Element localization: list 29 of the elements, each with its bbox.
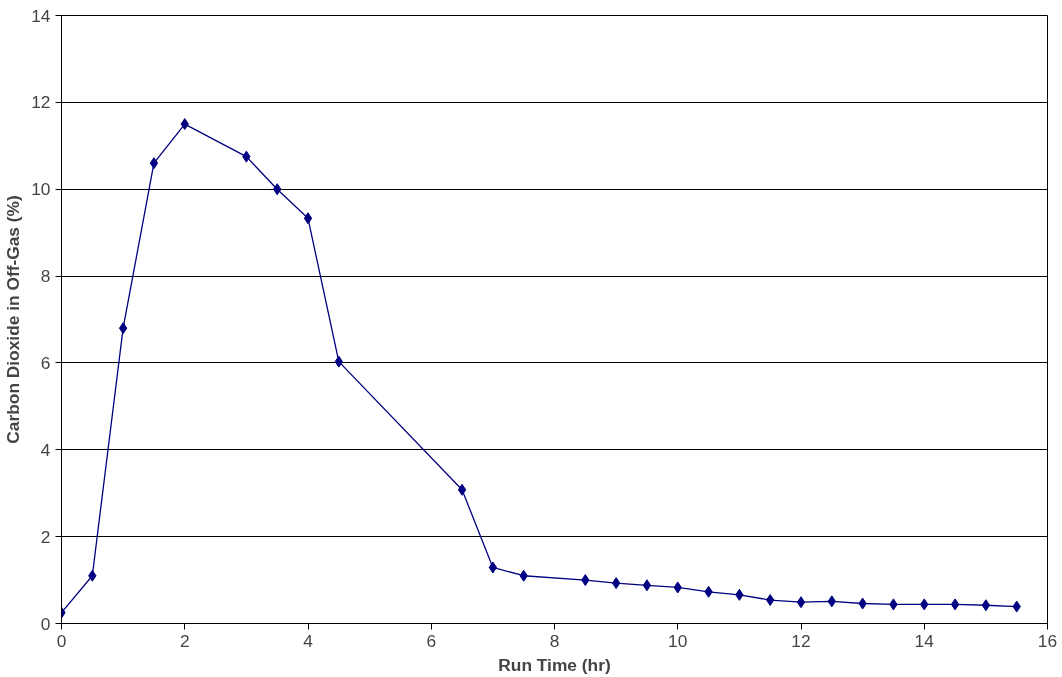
y-tick-label: 12	[31, 92, 51, 113]
y-tick-label: 8	[40, 266, 51, 287]
point	[488, 561, 498, 574]
x-tick-label: 8	[549, 630, 560, 651]
point	[457, 483, 467, 496]
y-tick-label: 6	[40, 352, 51, 373]
y-tick-label: 4	[40, 439, 51, 460]
x-tick-label: 6	[426, 630, 437, 651]
y-tick-label: 0	[40, 613, 51, 634]
x-tick-label: 4	[303, 630, 314, 651]
x-tick-label: 16	[1037, 630, 1058, 651]
point	[303, 212, 313, 225]
x-tick-label: 14	[914, 630, 935, 651]
x-tick-label: 12	[791, 630, 811, 651]
y-axis-title: Carbon Dioxide in Off-Gas (%)	[3, 195, 24, 444]
y-tick-label: 10	[31, 179, 51, 200]
point	[642, 579, 652, 592]
x-tick-label: 10	[668, 630, 688, 651]
x-tick-label: 0	[56, 630, 67, 651]
point	[796, 596, 806, 609]
x-axis-title: Run Time (hr)	[498, 654, 611, 675]
point	[981, 599, 991, 612]
y-tick-label: 2	[40, 526, 51, 547]
y-tick-label: 14	[31, 5, 51, 26]
x-tick-label: 2	[179, 630, 190, 651]
point	[149, 157, 159, 170]
point	[950, 598, 960, 611]
point	[118, 322, 128, 335]
point	[611, 577, 621, 590]
